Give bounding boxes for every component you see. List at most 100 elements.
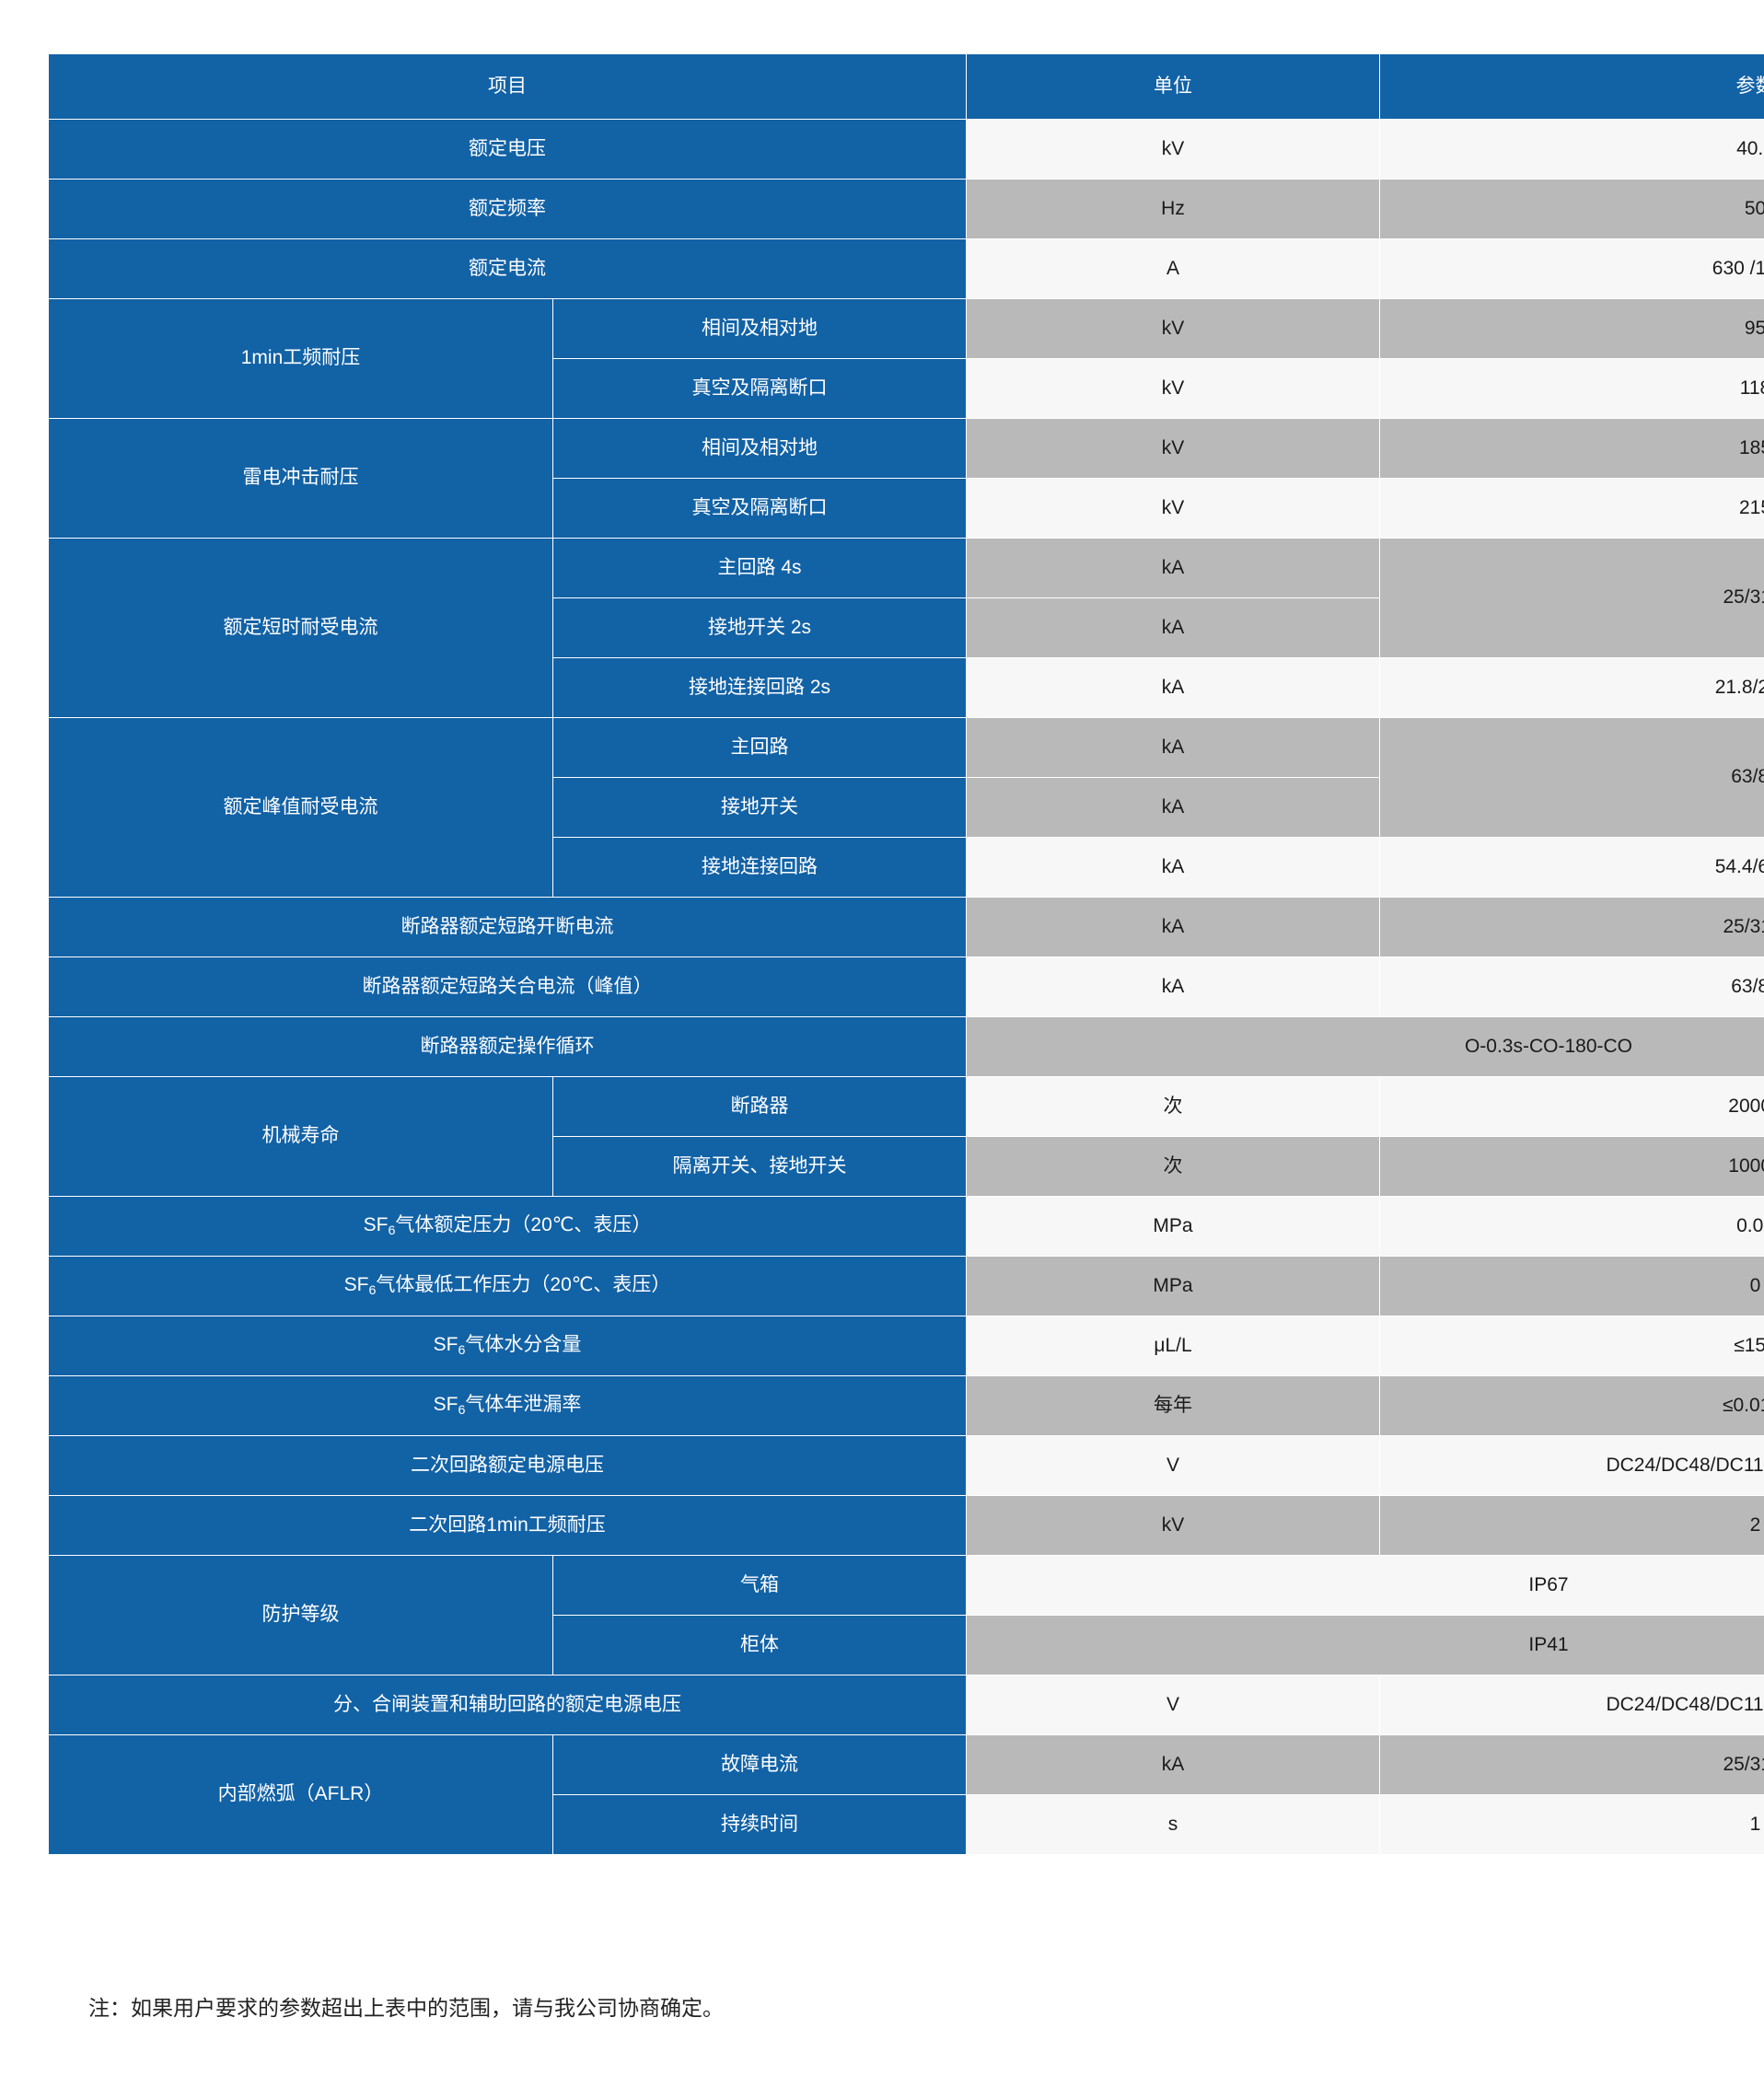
row-unit: MPa [966, 1196, 1380, 1257]
row-value: DC24/DC48/DC110/DC220/AC220 [1379, 1435, 1764, 1496]
row-unit: kA [966, 657, 1380, 718]
row-value: 63/80 [1379, 957, 1764, 1017]
row-value: 185 [1379, 418, 1764, 479]
row-value: 50 [1379, 179, 1764, 239]
table-row: 接地开关 2s kA [49, 597, 1764, 658]
row-unit: kA [966, 777, 1380, 838]
row-label: 额定电流 [48, 238, 967, 299]
table-row: 1min工频耐压 相间及相对地 kV 95 [48, 298, 1764, 419]
row-value: 25/31.5 [1379, 1734, 1764, 1795]
row-value: 1 [1379, 1794, 1764, 1855]
group-label: 防护等级 [48, 1555, 553, 1675]
row-value: 25/31.5 [1379, 538, 1764, 658]
row-unit: kV [966, 119, 1380, 180]
table-row: 二次回路额定电源电压 V DC24/DC48/DC110/DC220/AC220 [48, 1435, 1764, 1496]
row-value: DC24/DC48/DC110/DC220/AC220 [1379, 1675, 1764, 1735]
table-row: 额定频率 Hz 50 [48, 179, 1764, 239]
table-row: 机械寿命 断路器 次 20000 [48, 1076, 1764, 1197]
group-label: 机械寿命 [48, 1076, 553, 1197]
table-header-row: 项目 单位 参数 [48, 53, 1764, 120]
table-row: 二次回路1min工频耐压 kV 2 [48, 1495, 1764, 1556]
row-unit: kV [966, 478, 1380, 539]
row-unit: MPa [966, 1256, 1380, 1316]
row-unit: A [966, 238, 1380, 299]
row-value: O-0.3s-CO-180-CO [966, 1016, 1764, 1077]
row-sublabel: 持续时间 [552, 1794, 967, 1855]
group-label: 内部燃弧（AFLR） [48, 1734, 553, 1855]
table-row: SF6气体年泄漏率 每年 ≤0.01% [48, 1375, 1764, 1436]
row-sublabel: 相间及相对地 [552, 418, 967, 479]
row-value: 20000 [1379, 1076, 1764, 1137]
row-sublabel: 接地连接回路 2s [552, 657, 967, 718]
group-label: 雷电冲击耐压 [48, 418, 553, 539]
row-sublabel: 主回路 [552, 717, 967, 778]
row-sublabel: 真空及隔离断口 [552, 358, 967, 419]
table-row: 接地连接回路 kA 54.4/69.6 [49, 837, 1764, 898]
row-value: 25/31.5 [1379, 897, 1764, 957]
header-unit: 单位 [966, 53, 1380, 120]
row-sublabel: 接地连接回路 [552, 837, 967, 898]
row-unit: 次 [966, 1076, 1380, 1137]
row-unit: 次 [966, 1136, 1380, 1197]
row-value: IP41 [966, 1615, 1764, 1675]
row-unit: 每年 [966, 1375, 1380, 1436]
table-row: 额定电压 kV 40.5 [48, 119, 1764, 180]
row-sublabel: 气箱 [552, 1555, 967, 1616]
table-row: 雷电冲击耐压 相间及相对地 kV 185 [48, 418, 1764, 539]
table-row: 接地开关 kA [49, 777, 1764, 838]
row-label: 额定电压 [48, 119, 967, 180]
row-value: 21.8/27.4 [1379, 657, 1764, 718]
row-unit: s [966, 1794, 1380, 1855]
row-sublabel: 接地开关 2s [552, 597, 967, 658]
row-value: ≤150 [1379, 1316, 1764, 1376]
row-unit: kA [966, 717, 1380, 778]
row-sublabel: 断路器 [552, 1076, 967, 1137]
row-unit: kA [966, 957, 1380, 1017]
row-value: 118 [1379, 358, 1764, 419]
table-row: 真空及隔离断口 kV 215 [49, 478, 1764, 539]
row-label: SF6气体年泄漏率 [48, 1375, 967, 1436]
row-unit: V [966, 1675, 1380, 1735]
table-row: 断路器额定短路关合电流（峰值） kA 63/80 [48, 957, 1764, 1017]
row-sublabel: 接地开关 [552, 777, 967, 838]
row-unit: kV [966, 418, 1380, 479]
table-row: 分、合闸装置和辅助回路的额定电源电压 V DC24/DC48/DC110/DC2… [48, 1675, 1764, 1735]
row-unit: kV [966, 298, 1380, 359]
table-row: 真空及隔离断口 kV 118 [49, 358, 1764, 419]
row-unit: kA [966, 1734, 1380, 1795]
row-sublabel: 真空及隔离断口 [552, 478, 967, 539]
table-row: 断路器额定操作循环 O-0.3s-CO-180-CO [48, 1016, 1764, 1077]
footer-note: 注：如果用户要求的参数超出上表中的范围，请与我公司协商确定。 [88, 1997, 724, 2020]
row-unit: kA [966, 837, 1380, 898]
row-label: 额定频率 [48, 179, 967, 239]
table-row: 额定短时耐受电流 主回路 4s kA 25/31.5 [48, 538, 1764, 718]
row-unit: μL/L [966, 1316, 1380, 1376]
row-unit: kV [966, 1495, 1380, 1556]
row-value: ≤0.01% [1379, 1375, 1764, 1436]
row-label: 断路器额定短路关合电流（峰值） [48, 957, 967, 1017]
table-row: 接地连接回路 2s kA 21.8/27.4 [49, 657, 1764, 718]
row-value: 2 [1379, 1495, 1764, 1556]
row-value: 0.02 [1379, 1196, 1764, 1257]
row-value: 54.4/69.6 [1379, 837, 1764, 898]
table-row: 隔离开关、接地开关 次 10000 [49, 1136, 1764, 1197]
row-value: 40.5 [1379, 119, 1764, 180]
row-label: 断路器额定短路开断电流 [48, 897, 967, 957]
row-label: SF6气体水分含量 [48, 1316, 967, 1376]
header-parameter: 参数 [1379, 53, 1764, 120]
group-label: 1min工频耐压 [48, 298, 553, 419]
row-value: 63/80 [1379, 717, 1764, 838]
technical-specification-table: 项目 单位 参数 额定电压 kV 40.5 额定频率 Hz 50 额定电流 A [48, 53, 1764, 1855]
table-row: 断路器额定短路开断电流 kA 25/31.5 [48, 897, 1764, 957]
row-value: 215 [1379, 478, 1764, 539]
table-row: 内部燃弧（AFLR） 故障电流 kA 25/31.5 [48, 1734, 1764, 1855]
row-label: 分、合闸装置和辅助回路的额定电源电压 [48, 1675, 967, 1735]
row-unit: kV [966, 358, 1380, 419]
table-row: 额定峰值耐受电流 主回路 kA 63/80 [48, 717, 1764, 898]
row-sublabel: 相间及相对地 [552, 298, 967, 359]
row-sublabel: 隔离开关、接地开关 [552, 1136, 967, 1197]
row-label: 二次回路1min工频耐压 [48, 1495, 967, 1556]
table-row: SF6气体额定压力（20℃、表压） MPa 0.02 [48, 1196, 1764, 1257]
table-row: 防护等级 气箱 IP67 [48, 1555, 1764, 1675]
